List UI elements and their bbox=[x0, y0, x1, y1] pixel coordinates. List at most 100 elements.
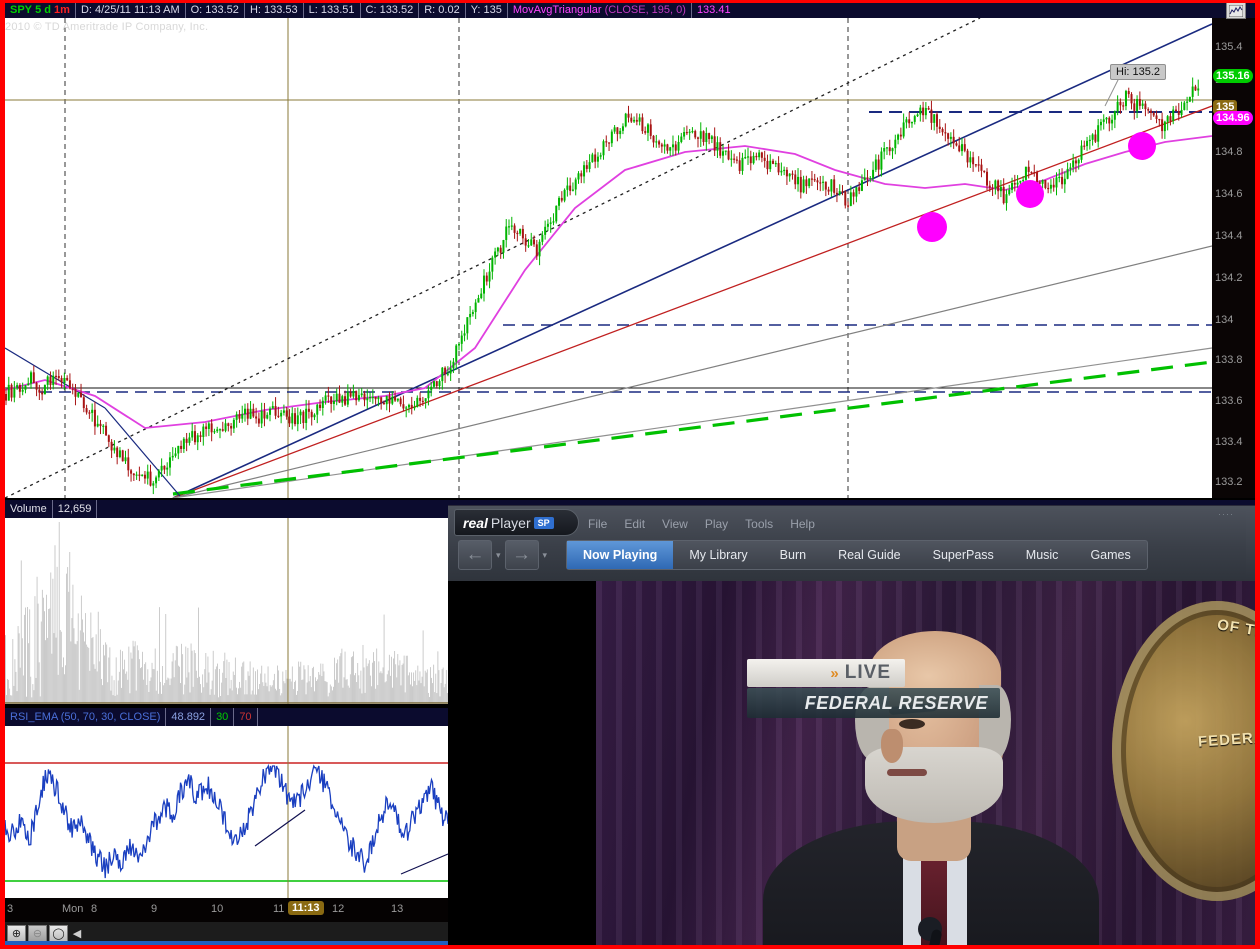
axis-tick: 134.4 bbox=[1215, 230, 1243, 242]
low-cell: L: 133.51 bbox=[304, 3, 361, 18]
study-badge: 134.96 bbox=[1213, 111, 1253, 125]
window-controls-placeholder: ···· bbox=[1218, 509, 1234, 519]
app-frame-bottom bbox=[0, 945, 1260, 949]
rsi-value-label: 48.892 bbox=[166, 708, 212, 726]
close-cell: C: 133.52 bbox=[361, 3, 420, 18]
level-badge: 135 bbox=[1213, 100, 1238, 114]
rsi-upper-band: 70 bbox=[234, 708, 258, 726]
realplayer-chrome: real Player SP File Edit View Play Tools… bbox=[448, 506, 1260, 581]
navigation-buttons[interactable]: ← ▾ → ▾ bbox=[458, 540, 547, 570]
nose-shape bbox=[881, 729, 903, 763]
tab-my-library[interactable]: My Library bbox=[689, 548, 748, 562]
time-label: 10 bbox=[211, 903, 224, 915]
back-arrow-icon[interactable]: ◀ bbox=[72, 928, 82, 940]
touch-marker-3 bbox=[1128, 132, 1156, 160]
logo-sp-badge: SP bbox=[533, 516, 554, 529]
scroll-strip[interactable] bbox=[5, 941, 448, 946]
menu-item-play[interactable]: Play bbox=[704, 517, 729, 531]
rsi-pane[interactable] bbox=[5, 726, 448, 898]
app-frame-left bbox=[0, 0, 5, 949]
tab-real-guide[interactable]: Real Guide bbox=[838, 548, 901, 562]
forward-dropdown-caret-icon[interactable]: ▾ bbox=[542, 549, 548, 560]
study-name-label: MovAvgTriangular bbox=[512, 4, 602, 16]
axis-tick: 134.8 bbox=[1215, 146, 1243, 158]
realplayer-window[interactable]: real Player SP File Edit View Play Tools… bbox=[448, 505, 1260, 949]
time-label: 12 bbox=[332, 903, 345, 915]
study-value-cell: 133.41 bbox=[696, 4, 731, 16]
period-interval-label: 1m bbox=[54, 4, 70, 16]
price-chart-pane[interactable]: Hi: 135.2 bbox=[5, 18, 1212, 498]
menu-item-file[interactable]: File bbox=[588, 517, 608, 531]
tab-games[interactable]: Games bbox=[1090, 548, 1131, 562]
logo-player-text: Player bbox=[490, 514, 531, 531]
yvalue-cell: Y: 135 bbox=[466, 3, 508, 18]
zoom-in-icon[interactable]: ⊕ bbox=[7, 924, 26, 943]
time-label: 8 bbox=[91, 903, 98, 915]
volume-value: 12,659 bbox=[53, 500, 98, 518]
live-label: LIVE bbox=[844, 662, 891, 683]
price-chart-svg bbox=[5, 18, 1212, 498]
axis-tick: 133.2 bbox=[1215, 476, 1243, 488]
tab-bar[interactable]: Now Playing My Library Burn Real Guide S… bbox=[566, 540, 1148, 570]
moving-average-line bbox=[5, 135, 1212, 429]
live-chevron-icon: » bbox=[830, 664, 839, 682]
tooltip-leader bbox=[1104, 77, 1120, 107]
symbol-cell[interactable]: SPY 5 d 1m bbox=[5, 3, 76, 18]
forward-arrow-icon[interactable]: → bbox=[504, 540, 539, 570]
time-axis[interactable]: 3 Mon 8 9 10 11 11:13 12 13 bbox=[5, 898, 448, 922]
rsi-lower-band: 30 bbox=[211, 708, 235, 726]
rsi-trendline-2 bbox=[400, 853, 448, 875]
location-banner: FEDERAL RESERVE bbox=[747, 688, 1000, 718]
touch-marker-2 bbox=[1016, 180, 1044, 208]
ellipse-icon[interactable]: ◯ bbox=[49, 924, 68, 943]
current-time-badge: 11:13 bbox=[288, 901, 324, 915]
live-badge: » LIVE bbox=[747, 659, 905, 687]
study-cell[interactable]: MovAvgTriangular (CLOSE, 195, 0) bbox=[508, 3, 692, 18]
rsi-svg bbox=[5, 726, 448, 898]
quote-status-bar[interactable]: SPY 5 d 1m D: 4/25/11 11:13 AM O: 133.52… bbox=[5, 3, 1255, 18]
volume-pane[interactable] bbox=[5, 518, 448, 704]
eye-shape bbox=[899, 719, 925, 729]
zoom-out-icon[interactable]: ⊖ bbox=[28, 924, 47, 943]
menu-item-tools[interactable]: Tools bbox=[745, 517, 774, 531]
menu-item-help[interactable]: Help bbox=[790, 517, 815, 531]
open-cell: O: 133.52 bbox=[186, 3, 245, 18]
last-price-badge: 135.16 bbox=[1213, 69, 1253, 83]
rsi-line bbox=[5, 763, 448, 879]
time-label: 11 bbox=[273, 903, 285, 915]
horizontal-levels bbox=[5, 99, 1212, 393]
chart-icon[interactable] bbox=[1226, 2, 1246, 19]
tab-music[interactable]: Music bbox=[1025, 548, 1059, 562]
logo-real-text: real bbox=[463, 514, 488, 531]
trendlines bbox=[5, 18, 1212, 498]
chart-bottom-toolbar[interactable]: ⊕ ⊖ ◯ ◀ bbox=[5, 922, 448, 945]
menu-bar[interactable]: File Edit View Play Tools Help bbox=[588, 517, 815, 531]
range-cell: R: 0.02 bbox=[419, 3, 466, 18]
mouth-shape bbox=[887, 769, 927, 776]
axis-tick: 133.6 bbox=[1215, 395, 1243, 407]
app-frame-top bbox=[0, 0, 1260, 3]
high-cell: H: 133.53 bbox=[245, 3, 304, 18]
volume-svg bbox=[5, 518, 448, 704]
menu-item-edit[interactable]: Edit bbox=[624, 517, 646, 531]
back-dropdown-caret-icon[interactable]: ▾ bbox=[496, 549, 501, 560]
back-arrow-icon[interactable]: ← bbox=[458, 540, 492, 570]
time-label: 13 bbox=[391, 903, 404, 915]
candlestick-series bbox=[5, 77, 1200, 495]
tab-superpass[interactable]: SuperPass bbox=[932, 548, 994, 562]
tab-burn[interactable]: Burn bbox=[779, 548, 807, 562]
axis-tick: 133.8 bbox=[1215, 354, 1243, 366]
touch-markers bbox=[917, 132, 1156, 242]
tab-now-playing[interactable]: Now Playing bbox=[567, 541, 674, 569]
symbol-label: SPY bbox=[10, 4, 33, 16]
location-label: FEDERAL RESERVE bbox=[804, 692, 988, 713]
video-viewport[interactable]: OF THE FEDERAL bbox=[448, 581, 1260, 949]
price-axis[interactable]: 135.4 135.2 134.8 134.6 134.4 134.2 134 … bbox=[1212, 18, 1255, 498]
session-separators bbox=[64, 18, 849, 498]
video-stage: OF THE FEDERAL bbox=[596, 581, 1260, 949]
time-label: 9 bbox=[151, 903, 158, 915]
date-cell: D: 4/25/11 11:13 AM bbox=[76, 3, 186, 18]
app-frame-right bbox=[1255, 0, 1260, 949]
menu-item-view[interactable]: View bbox=[662, 517, 688, 531]
